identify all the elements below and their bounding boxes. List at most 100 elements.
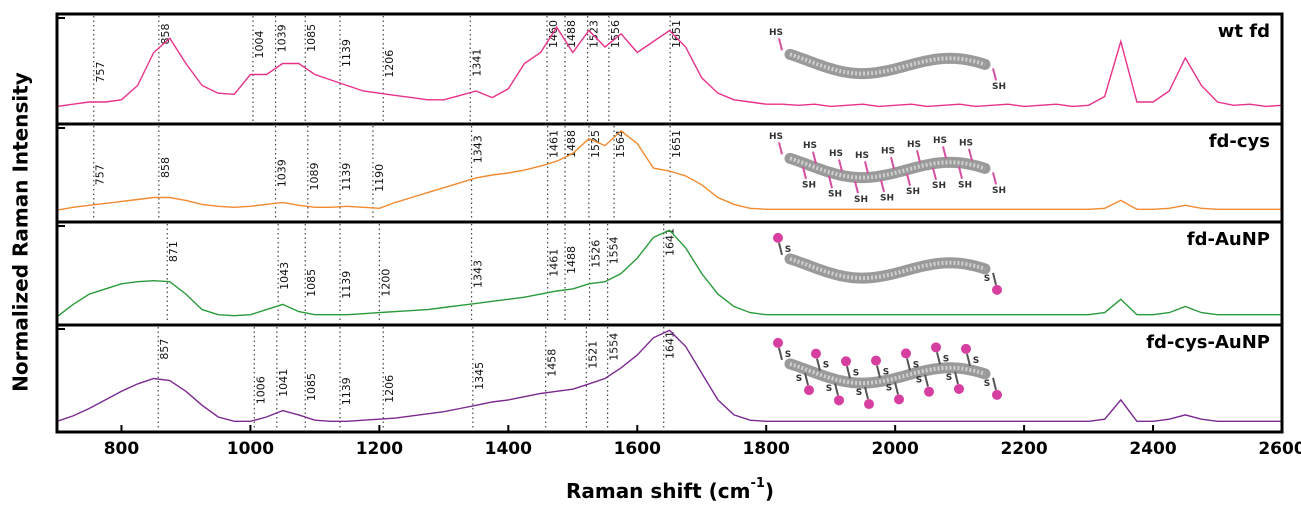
thiol-label: SH bbox=[880, 193, 894, 203]
thiol-linker bbox=[993, 273, 996, 285]
x-tick-label: 1800 bbox=[743, 439, 790, 459]
peak-label: 1085 bbox=[305, 373, 318, 401]
thiol-linker bbox=[891, 157, 894, 169]
peak-label: 1039 bbox=[276, 159, 289, 187]
thiol-label: HS bbox=[881, 147, 895, 157]
thiol-label: S bbox=[796, 374, 802, 384]
peak-label: 1554 bbox=[608, 236, 621, 264]
peak-label: 1206 bbox=[383, 375, 396, 403]
thiol-label: SH bbox=[906, 187, 920, 197]
thiol-linker bbox=[779, 142, 782, 154]
peak-label: 1341 bbox=[470, 49, 483, 77]
thiol-label: S bbox=[856, 388, 862, 398]
peak-label: 1526 bbox=[590, 240, 603, 268]
thiol-label: S bbox=[946, 373, 952, 383]
x-tick-label: 800 bbox=[104, 439, 140, 459]
gold-nanoparticle bbox=[931, 342, 941, 352]
x-axis-label: Raman shift (cm-1) bbox=[566, 476, 774, 503]
gold-nanoparticle bbox=[992, 390, 1002, 400]
thiol-linker bbox=[865, 161, 868, 173]
peak-label: 1206 bbox=[383, 50, 396, 78]
thiol-linker bbox=[907, 174, 910, 186]
thiol-linker bbox=[943, 146, 946, 158]
thiol-linker bbox=[779, 38, 782, 50]
gold-nanoparticle bbox=[924, 387, 934, 397]
gold-nanoparticle bbox=[894, 394, 904, 404]
peak-label: 1085 bbox=[305, 24, 318, 52]
thiol-label: SH bbox=[854, 195, 868, 205]
panel-label: fd-cys bbox=[1209, 131, 1270, 152]
thiol-label: S bbox=[785, 350, 791, 360]
thiol-linker bbox=[955, 372, 958, 384]
peak-label: 1343 bbox=[472, 135, 485, 163]
peak-label: 1554 bbox=[608, 333, 621, 361]
x-tick-label: 1400 bbox=[485, 439, 532, 459]
peak-label: 1343 bbox=[472, 260, 485, 288]
gold-nanoparticle bbox=[901, 348, 911, 358]
y-axis-label: Normalized Raman Intensity bbox=[9, 72, 33, 392]
peak-label: 1461 bbox=[548, 130, 561, 158]
gold-nanoparticle bbox=[841, 356, 851, 366]
thiol-linker bbox=[937, 352, 940, 364]
peak-label: 1043 bbox=[278, 262, 291, 290]
thiol-linker bbox=[877, 366, 880, 378]
peak-label: 857 bbox=[158, 339, 171, 360]
peak-label: 1139 bbox=[340, 377, 353, 405]
peak-label: 757 bbox=[94, 62, 107, 83]
x-axis-label-suffix: ) bbox=[765, 479, 774, 503]
thiol-label: HS bbox=[907, 140, 921, 150]
gold-nanoparticle bbox=[864, 399, 874, 409]
gold-nanoparticle bbox=[804, 385, 814, 395]
x-tick-label: 2200 bbox=[1000, 439, 1047, 459]
thiol-label: SH bbox=[828, 190, 842, 200]
peak-label: 1041 bbox=[277, 369, 290, 397]
thiol-linker bbox=[993, 68, 996, 80]
thiol-linker bbox=[993, 378, 996, 390]
peak-label: 1139 bbox=[340, 271, 353, 299]
peak-label: 1200 bbox=[379, 269, 392, 297]
peak-label: 1523 bbox=[588, 20, 601, 48]
x-axis-label-superscript: -1 bbox=[750, 476, 764, 491]
gold-nanoparticle bbox=[773, 233, 783, 243]
x-tick-label: 1200 bbox=[356, 439, 403, 459]
thiol-label: HS bbox=[959, 138, 973, 148]
thiol-linker bbox=[993, 172, 996, 184]
peak-label: 871 bbox=[167, 241, 180, 262]
peak-label: 757 bbox=[94, 164, 107, 185]
panel-label: fd-AuNP bbox=[1187, 229, 1270, 250]
thiol-label: S bbox=[973, 356, 979, 366]
chart: Normalized Raman Intensity Raman shift (… bbox=[0, 0, 1301, 513]
thiol-label: S bbox=[826, 384, 832, 394]
peak-label: 1039 bbox=[276, 24, 289, 52]
thiol-label: HS bbox=[803, 141, 817, 151]
peak-label: 858 bbox=[159, 157, 172, 178]
x-tick-label: 2600 bbox=[1258, 439, 1301, 459]
gold-nanoparticle bbox=[811, 349, 821, 359]
thiol-label: S bbox=[943, 354, 949, 364]
peak-label: 1488 bbox=[565, 246, 578, 274]
thiol-label: HS bbox=[855, 151, 869, 161]
thiol-linker bbox=[895, 382, 898, 394]
thiol-label: HS bbox=[769, 132, 783, 142]
thiol-linker bbox=[865, 387, 868, 399]
thiol-label: S bbox=[823, 361, 829, 371]
panel-label: wt fd bbox=[1218, 21, 1270, 42]
peak-label: 1345 bbox=[473, 362, 486, 390]
thiol-label: SH bbox=[992, 186, 1006, 196]
thiol-label: SH bbox=[802, 180, 816, 190]
gold-nanoparticle bbox=[834, 395, 844, 405]
panel-label: fd-cys-AuNP bbox=[1146, 332, 1270, 353]
gold-nanoparticle bbox=[992, 285, 1002, 295]
thiol-label: S bbox=[785, 245, 791, 255]
peak-label: 1006 bbox=[254, 376, 267, 404]
thiol-label: S bbox=[913, 360, 919, 370]
thiol-label: S bbox=[883, 368, 889, 378]
thiol-label: S bbox=[984, 274, 990, 284]
thiol-label: HS bbox=[829, 149, 843, 159]
thiol-label: HS bbox=[933, 136, 947, 146]
thiol-linker bbox=[881, 180, 884, 192]
peak-label: 1085 bbox=[305, 269, 318, 297]
thiol-label: SH bbox=[958, 180, 972, 190]
peak-label: 1458 bbox=[546, 349, 559, 377]
peak-label: 1461 bbox=[548, 249, 561, 277]
